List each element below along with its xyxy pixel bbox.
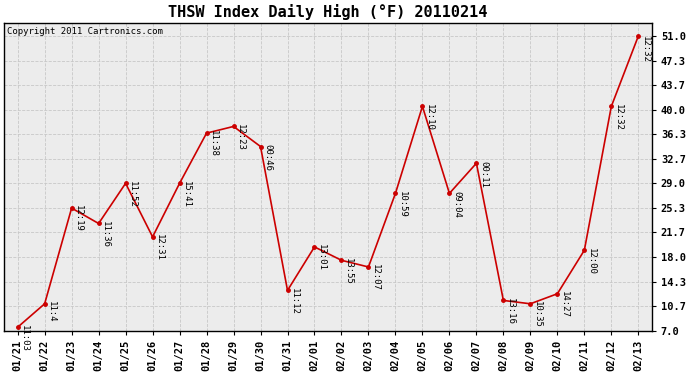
Text: 14:27: 14:27 <box>560 291 569 318</box>
Text: 11:03: 11:03 <box>21 324 30 351</box>
Text: 11:52: 11:52 <box>128 181 137 207</box>
Text: 13:16: 13:16 <box>506 298 515 325</box>
Text: 12:19: 12:19 <box>75 206 83 232</box>
Text: 11:4: 11:4 <box>48 301 57 322</box>
Text: 00:11: 00:11 <box>479 160 488 188</box>
Text: 12:07: 12:07 <box>371 264 380 291</box>
Title: THSW Index Daily High (°F) 20110214: THSW Index Daily High (°F) 20110214 <box>168 4 488 20</box>
Text: 12:00: 12:00 <box>587 248 596 274</box>
Text: 12:23: 12:23 <box>236 124 245 151</box>
Text: 13:55: 13:55 <box>344 258 353 285</box>
Text: 12:31: 12:31 <box>155 234 164 261</box>
Text: 12:32: 12:32 <box>614 104 623 130</box>
Text: 00:46: 00:46 <box>263 144 273 171</box>
Text: 11:36: 11:36 <box>101 221 110 248</box>
Text: 09:04: 09:04 <box>452 191 461 217</box>
Text: 13:01: 13:01 <box>317 244 326 271</box>
Text: Copyright 2011 Cartronics.com: Copyright 2011 Cartronics.com <box>8 27 164 36</box>
Text: 10:59: 10:59 <box>398 191 407 217</box>
Text: 10:35: 10:35 <box>533 301 542 328</box>
Text: 15:41: 15:41 <box>182 181 191 207</box>
Text: 12:10: 12:10 <box>425 104 434 130</box>
Text: 11:38: 11:38 <box>209 130 218 158</box>
Text: 12:32: 12:32 <box>641 36 650 63</box>
Text: 11:12: 11:12 <box>290 288 299 315</box>
